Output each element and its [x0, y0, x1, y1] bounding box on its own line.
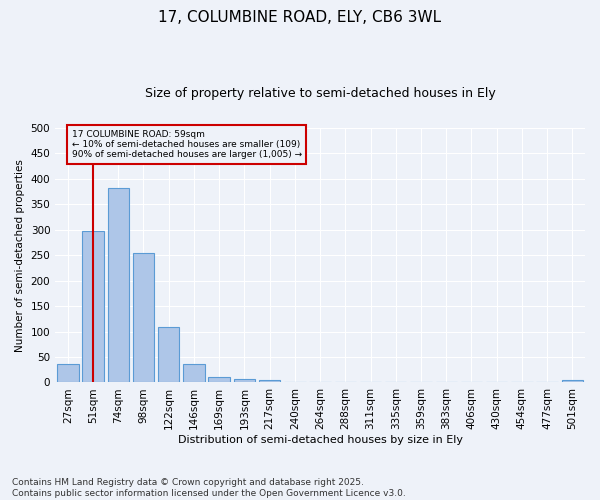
- Text: 17, COLUMBINE ROAD, ELY, CB6 3WL: 17, COLUMBINE ROAD, ELY, CB6 3WL: [158, 10, 442, 25]
- Bar: [107, 188, 129, 382]
- Text: Contains HM Land Registry data © Crown copyright and database right 2025.
Contai: Contains HM Land Registry data © Crown c…: [12, 478, 406, 498]
- Bar: [233, 379, 255, 382]
- Bar: [259, 380, 280, 382]
- Text: 17 COLUMBINE ROAD: 59sqm
← 10% of semi-detached houses are smaller (109)
90% of : 17 COLUMBINE ROAD: 59sqm ← 10% of semi-d…: [71, 130, 302, 160]
- Title: Size of property relative to semi-detached houses in Ely: Size of property relative to semi-detach…: [145, 88, 496, 101]
- Bar: [82, 232, 104, 382]
- Bar: [183, 364, 205, 382]
- Y-axis label: Number of semi-detached properties: Number of semi-detached properties: [15, 159, 25, 352]
- Bar: [158, 327, 179, 382]
- Bar: [133, 253, 154, 382]
- X-axis label: Distribution of semi-detached houses by size in Ely: Distribution of semi-detached houses by …: [178, 435, 463, 445]
- Bar: [562, 380, 583, 382]
- Bar: [208, 377, 230, 382]
- Bar: [57, 364, 79, 382]
